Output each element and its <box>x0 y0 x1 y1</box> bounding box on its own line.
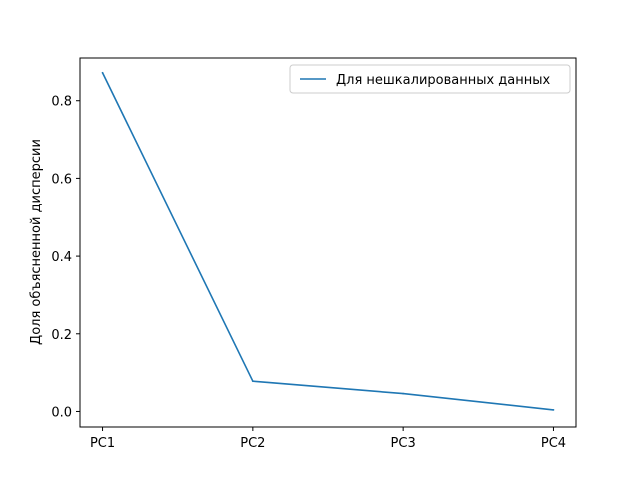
x-tick-label-pc4: PC4 <box>541 436 566 451</box>
data-point-pc2 <box>251 380 254 383</box>
data-point-pc1 <box>101 71 104 74</box>
legend-box <box>289 64 571 94</box>
x-tick-label-pc1: PC1 <box>90 436 115 451</box>
legend-entry-0: Для нешкалированных данных <box>336 73 551 88</box>
plot-area: PC1 PC2 PC3 PC4 0.0 0.2 0.4 0.6 0.8 <box>51 57 577 451</box>
y-tick-label-0: 0.0 <box>51 405 72 420</box>
y-tick-label-3: 0.6 <box>51 172 72 187</box>
x-tick-label-pc2: PC2 <box>240 436 265 451</box>
x-tick-label-pc3: PC3 <box>391 436 416 451</box>
legend: Для нешкалированных данных <box>289 64 571 94</box>
y-tick-label-1: 0.2 <box>51 328 72 343</box>
series-line-0 <box>101 72 554 411</box>
data-point-pc3 <box>402 392 405 395</box>
y-axis-label: Доля объясненной дисперсии <box>29 139 44 345</box>
y-tick-label-4: 0.8 <box>51 95 72 110</box>
axes-frame <box>79 57 577 428</box>
data-point-pc4 <box>552 409 555 411</box>
y-tick-label-2: 0.4 <box>51 250 72 265</box>
